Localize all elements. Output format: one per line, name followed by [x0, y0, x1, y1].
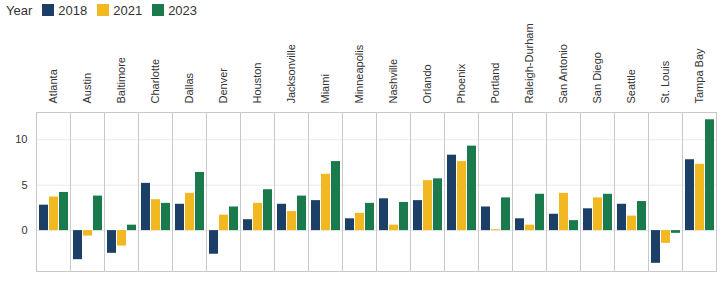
svg-text:5: 5 — [21, 179, 27, 191]
svg-text:Orlando: Orlando — [421, 64, 433, 103]
svg-text:Minneapolis: Minneapolis — [353, 44, 365, 103]
svg-text:Nashville: Nashville — [387, 59, 399, 104]
svg-text:Houston: Houston — [251, 63, 263, 104]
svg-text:10: 10 — [15, 133, 27, 145]
svg-text:Seattle: Seattle — [625, 69, 637, 103]
svg-text:Miami: Miami — [319, 74, 331, 103]
svg-text:Tampa Bay: Tampa Bay — [693, 48, 705, 104]
svg-text:Phoenix: Phoenix — [455, 63, 467, 103]
html-text:Year: Year — [6, 2, 33, 18]
svg-text:Jacksonville: Jacksonville — [285, 44, 297, 103]
svg-text:Denver: Denver — [217, 68, 229, 104]
svg-text:Austin: Austin — [81, 73, 93, 104]
svg-text:St. Louis: St. Louis — [659, 60, 671, 103]
svg-text:San Antonio: San Antonio — [557, 44, 569, 103]
svg-text:Raleigh-Durham: Raleigh-Durham — [523, 23, 535, 103]
svg-text:0: 0 — [21, 224, 27, 236]
html-text:2018: 2018 — [58, 2, 88, 18]
svg-text:Dallas: Dallas — [183, 72, 195, 103]
html-text:2023: 2023 — [168, 2, 197, 18]
html-text:2021: 2021 — [113, 2, 143, 18]
svg-text:San Diego: San Diego — [591, 52, 603, 103]
svg-text:Atlanta: Atlanta — [47, 68, 59, 103]
svg-text:Baltimore: Baltimore — [115, 57, 127, 103]
svg-text:Charlotte: Charlotte — [149, 59, 161, 104]
svg-text:Portland: Portland — [489, 63, 501, 104]
